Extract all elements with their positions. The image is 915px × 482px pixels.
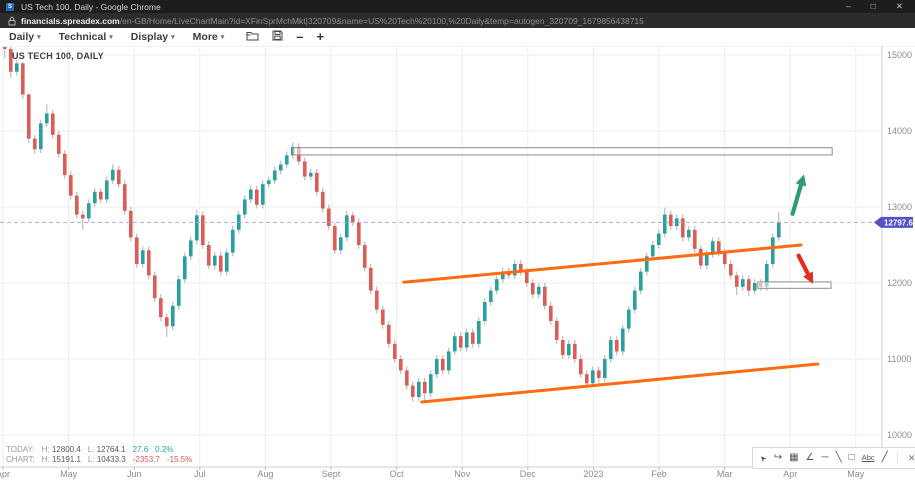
zoom-in-button[interactable]: + <box>316 29 325 44</box>
drawn-arrows <box>790 174 813 284</box>
save-icon[interactable] <box>272 30 283 44</box>
current-price-tag: 12797.6 <box>874 216 913 228</box>
svg-text:12797.6: 12797.6 <box>884 218 913 227</box>
chevron-down-icon: ▾ <box>171 34 175 41</box>
tool-horizontal-line-icon[interactable]: ─ <box>821 452 829 463</box>
site-favicon-icon: S <box>6 2 14 11</box>
tool-pointer-icon[interactable]: ➤ <box>757 452 769 464</box>
drawing-toolbar: ➤ ↪ ▦ ∠ ─ ╲ □ Abc ╱ │ ✕ <box>752 447 915 469</box>
tool-text-icon[interactable]: Abc <box>861 453 875 462</box>
window-title: US Tech 100, Daily - Google Chrome <box>21 1 161 12</box>
svg-text:13000: 13000 <box>887 202 912 212</box>
tool-axes-icon[interactable]: ∠ <box>805 452 815 463</box>
menu-technical[interactable]: Technical ▾ <box>58 31 113 43</box>
channel-trendlines <box>402 243 820 404</box>
stats-chart-row: CHART: H: 15191.1 L: 10433.3 -2353.7 -15… <box>6 454 193 464</box>
svg-text:Jun: Jun <box>127 469 142 479</box>
today-low: 12764.1 <box>96 445 126 454</box>
lock-icon <box>8 16 16 26</box>
tool-grid-icon[interactable]: ▦ <box>789 452 799 463</box>
tool-divider-icon: │ <box>894 452 901 463</box>
maximize-button[interactable]: □ <box>870 1 876 11</box>
svg-text:Mar: Mar <box>717 469 733 479</box>
chevron-down-icon: ▾ <box>109 34 113 41</box>
svg-text:15000: 15000 <box>887 50 912 60</box>
svg-text:14000: 14000 <box>887 126 912 136</box>
svg-text:Apr: Apr <box>0 469 10 479</box>
svg-text:11000: 11000 <box>887 354 911 364</box>
zoom-out-button[interactable]: – <box>296 29 304 44</box>
tool-rectangle-icon[interactable]: □ <box>848 452 855 463</box>
svg-text:May: May <box>60 469 78 479</box>
menu-more[interactable]: More ▾ <box>192 31 225 43</box>
stats-today-row: TODAY: H: 12800.4 L: 12764.1 27.6 0.2% <box>6 445 174 454</box>
svg-text:Aug: Aug <box>257 469 273 479</box>
menu-daily[interactable]: Daily ▾ <box>9 31 41 43</box>
minimize-button[interactable]: – <box>846 1 851 11</box>
chart-title: US TECH 100, DAILY <box>12 51 104 61</box>
time-axis-labels: Apr May Jun Jul Aug Sept Oct Nov Dec 2023 Feb Mar Ap… <box>0 469 865 479</box>
tool-trendline-icon[interactable]: ╲ <box>835 452 842 463</box>
svg-text:Apr: Apr <box>783 469 797 479</box>
svg-text:Oct: Oct <box>390 469 405 479</box>
svg-text:Jul: Jul <box>194 469 206 479</box>
svg-text:Feb: Feb <box>651 469 667 479</box>
chart-canvas[interactable] <box>0 46 882 467</box>
address-bar[interactable]: financials.spreadex.com /en-GB/Home/Live… <box>0 13 915 28</box>
tool-close-icon[interactable]: ✕ <box>907 453 915 463</box>
chart-change-pct: -15.5% <box>166 454 193 464</box>
price-axis-labels: 15000 14000 13000 12000 11000 10000 <box>887 50 912 440</box>
today-high: 12800.4 <box>51 445 81 454</box>
svg-text:12000: 12000 <box>887 278 912 288</box>
chart-change: -2353.7 <box>132 454 160 464</box>
url-domain: financials.spreadex.com <box>21 15 120 26</box>
chart-high: 15191.1 <box>51 454 81 464</box>
chart-stats: TODAY: H: 12800.4 L: 12764.1 27.6 0.2% C… <box>6 445 192 464</box>
svg-text:Sept: Sept <box>322 469 341 479</box>
chart-menubar: Daily ▾ Technical ▾ Display ▾ More ▾ – + <box>0 28 915 46</box>
chart-low: 10433.3 <box>96 454 126 464</box>
open-folder-icon[interactable] <box>246 30 259 44</box>
resistance-boxes <box>292 147 833 289</box>
svg-text:2023: 2023 <box>583 469 603 479</box>
url-path: /en-GB/Home/LiveChartMain?id=XFinSprMchM… <box>119 15 644 26</box>
chevron-down-icon: ▾ <box>37 34 41 41</box>
svg-text:10000: 10000 <box>887 430 912 440</box>
svg-text:Dec: Dec <box>520 469 537 479</box>
chevron-down-icon: ▾ <box>220 34 225 41</box>
today-change: 27.6 <box>132 445 149 454</box>
browser-titlebar: S US Tech 100, Daily - Google Chrome – □… <box>0 0 915 13</box>
close-button[interactable]: ✕ <box>895 1 903 11</box>
today-change-pct: 0.2% <box>155 445 174 454</box>
tool-undo-icon[interactable]: ↪ <box>773 452 783 463</box>
menu-display[interactable]: Display ▾ <box>130 31 175 43</box>
tool-freehand-icon[interactable]: ╱ <box>881 452 888 463</box>
svg-text:Nov: Nov <box>454 469 471 479</box>
svg-text:May: May <box>847 469 865 479</box>
